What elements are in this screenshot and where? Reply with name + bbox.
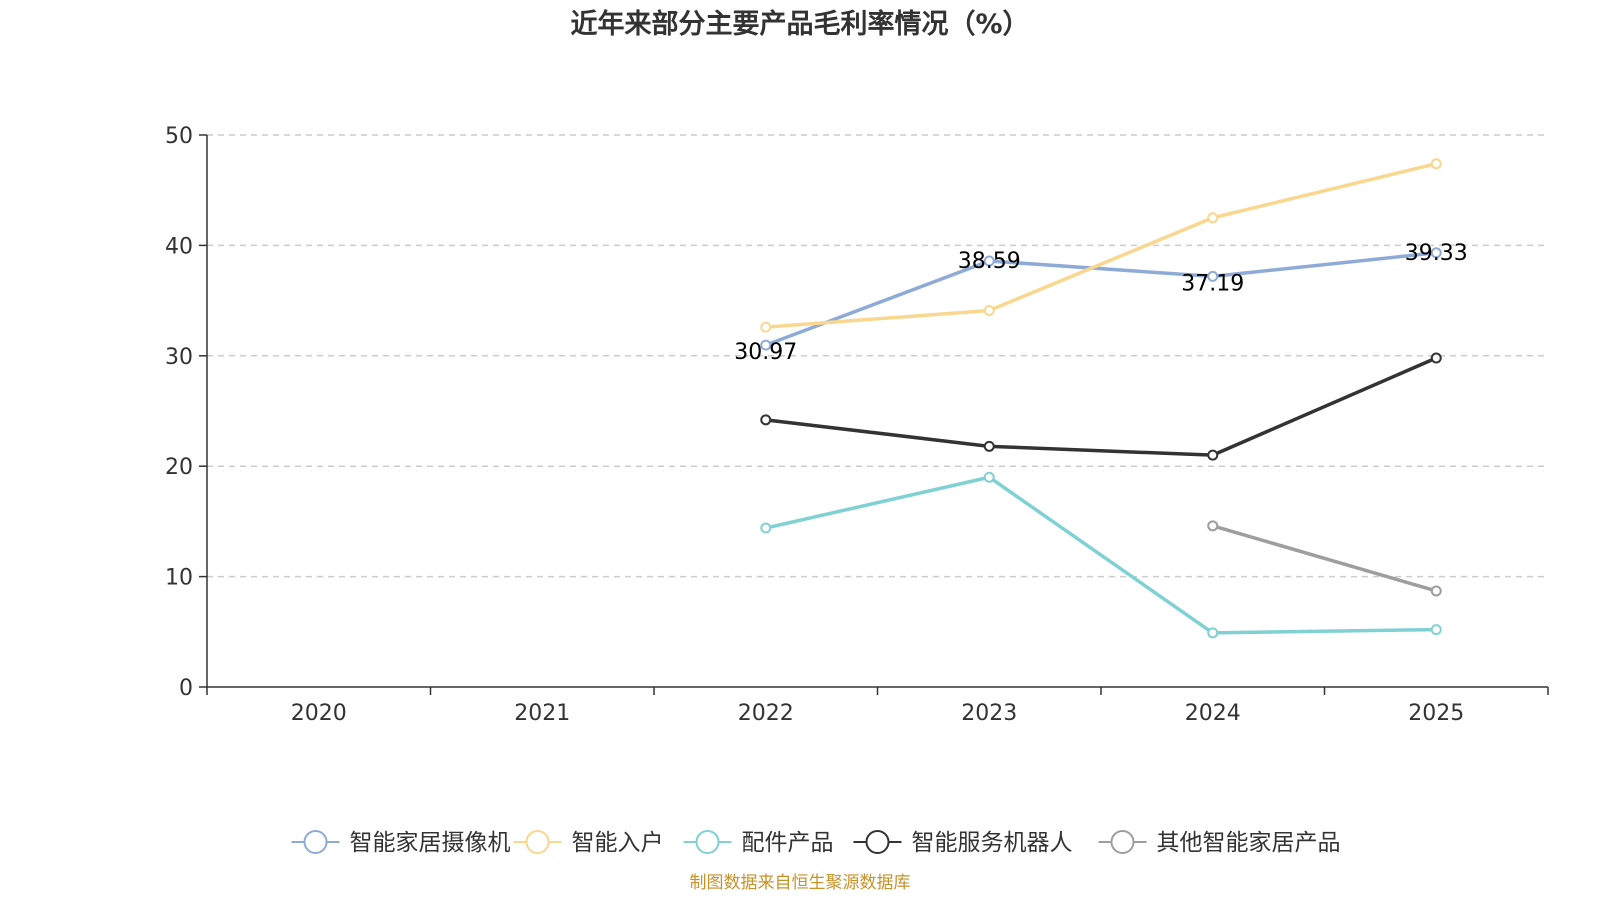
series-line	[765, 475, 1437, 635]
legend-label: 智能服务机器人	[912, 830, 1073, 856]
legend-item[interactable]: 智能入户	[513, 830, 664, 856]
legend-item[interactable]: 配件产品	[683, 830, 834, 856]
legend-label: 其他智能家居产品	[1157, 830, 1341, 856]
series-2	[760, 158, 1442, 333]
y-tick-label: 40	[165, 234, 193, 259]
data-point[interactable]	[1207, 449, 1219, 461]
y-tick-label: 50	[165, 124, 193, 149]
data-point[interactable]	[760, 339, 772, 351]
data-point[interactable]	[983, 440, 995, 452]
series-4	[760, 352, 1442, 461]
data-point[interactable]	[983, 255, 995, 267]
y-tick-label: 30	[165, 345, 193, 370]
data-point[interactable]	[983, 471, 995, 483]
data-label: 37.19	[1181, 271, 1244, 296]
data-point[interactable]	[1207, 627, 1219, 639]
data-point[interactable]	[760, 414, 772, 426]
legend-item[interactable]: 智能家居摄像机	[291, 830, 511, 856]
data-point[interactable]	[760, 321, 772, 333]
series-line	[1212, 524, 1437, 593]
data-point[interactable]	[1207, 270, 1219, 282]
data-label: 30.97	[734, 340, 797, 365]
data-point[interactable]	[983, 305, 995, 317]
grid	[207, 134, 1548, 578]
legend-marker	[303, 830, 328, 854]
series-line	[765, 162, 1437, 329]
data-point[interactable]	[1430, 247, 1442, 259]
data-label: 38.59	[958, 249, 1021, 274]
y-tick-label: 10	[165, 566, 193, 591]
x-tick-label: 2023	[961, 701, 1017, 726]
legend-marker	[1110, 830, 1135, 854]
chart-title: 近年来部分主要产品毛利率情况（%）	[570, 8, 1029, 40]
series-line	[765, 356, 1437, 457]
legend-marker	[865, 830, 890, 854]
data-labels: 30.97 38.59 37.19 39.33	[734, 241, 1467, 365]
x-tick-label: 2021	[514, 701, 570, 726]
data-point[interactable]	[1207, 520, 1219, 532]
legend-marker	[695, 830, 720, 854]
axes: 0 10 20 30 40 50 2020 2021 2022 2023 2024 2025	[165, 124, 1549, 726]
series-5	[1207, 520, 1442, 597]
legend-item[interactable]: 其他智能家居产品	[1098, 830, 1341, 856]
data-point[interactable]	[1430, 158, 1442, 170]
data-label: 39.33	[1405, 241, 1468, 266]
series-layer	[760, 158, 1442, 639]
legend-label: 智能家居摄像机	[350, 830, 511, 856]
y-tick-label: 20	[165, 455, 193, 480]
data-point[interactable]	[1430, 352, 1442, 364]
legend[interactable]: 智能家居摄像机 智能入户 配件产品 智能服务机器人 其他智能家居产品	[291, 830, 1341, 856]
x-tick-label: 2020	[291, 701, 347, 726]
series-1	[760, 247, 1442, 351]
data-point[interactable]	[1207, 212, 1219, 224]
data-point[interactable]	[1430, 624, 1442, 636]
y-tick-label: 0	[179, 676, 193, 701]
x-tick-label: 2022	[738, 701, 794, 726]
data-point[interactable]	[1430, 585, 1442, 597]
legend-label: 智能入户	[572, 830, 664, 856]
x-tick-label: 2024	[1185, 701, 1241, 726]
series-line	[765, 251, 1437, 347]
x-tick-label: 2025	[1408, 701, 1464, 726]
legend-label: 配件产品	[742, 830, 834, 856]
legend-marker	[525, 830, 550, 854]
series-3	[760, 471, 1442, 639]
source-note: 制图数据来自恒生聚源数据库	[690, 873, 911, 893]
legend-item[interactable]: 智能服务机器人	[853, 830, 1073, 856]
data-point[interactable]	[760, 522, 772, 534]
